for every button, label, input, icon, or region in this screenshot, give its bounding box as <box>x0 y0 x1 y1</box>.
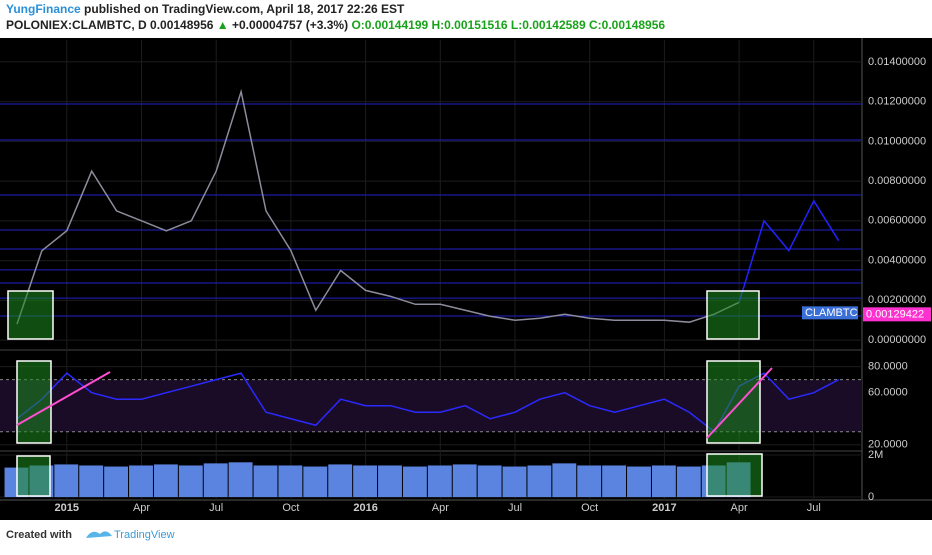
close: C:0.00148956 <box>589 18 665 32</box>
volume-bar <box>178 465 203 498</box>
volume-bar <box>427 465 452 498</box>
symbol: POLONIEX:CLAMBTC, D <box>6 18 147 32</box>
highlight-box <box>16 455 51 497</box>
last-price-box <box>863 307 931 322</box>
y-tick-label: 0.00000000 <box>868 334 926 346</box>
y-tick-label: 0.01400000 <box>868 56 926 68</box>
y-tick-label: 0.00600000 <box>868 215 926 227</box>
volume-bar <box>552 463 577 498</box>
volume-bar <box>477 465 502 498</box>
up-arrow: ▲ <box>217 18 229 32</box>
series-line <box>16 88 740 325</box>
volume-bar <box>502 466 527 498</box>
volume-bar <box>54 464 79 498</box>
volume-bar <box>452 464 477 498</box>
header-line-1: YungFinance published on TradingView.com… <box>6 2 405 16</box>
x-tick-label: Apr <box>432 502 449 514</box>
volume-bar <box>402 466 427 498</box>
symbol-tag-box <box>802 306 858 320</box>
series-line <box>16 372 840 433</box>
volume-bar <box>602 465 627 498</box>
y-tick-label: 20.0000 <box>868 439 908 451</box>
published: published on TradingView.com, April 18, … <box>84 2 405 16</box>
volume-bar <box>577 465 602 498</box>
volume-bar <box>129 465 153 498</box>
x-tick-label: Jul <box>807 502 821 514</box>
volume-bar <box>303 466 328 498</box>
header-line-2: POLONIEX:CLAMBTC, D 0.00148956 ▲ +0.0000… <box>6 18 665 32</box>
high: H:0.00151516 <box>432 18 508 32</box>
volume-bar <box>651 465 676 498</box>
highlight-box <box>7 290 54 340</box>
footer-created: Created with <box>6 529 72 541</box>
y-tick-label: 0.00800000 <box>868 175 926 187</box>
x-tick-label: Oct <box>581 502 598 514</box>
volume-bar <box>328 464 353 498</box>
last-price: 0.00129422 <box>866 308 924 320</box>
volume-bar <box>228 462 253 498</box>
volume-bar <box>203 463 228 498</box>
x-tick-label: Apr <box>133 502 150 514</box>
open: O:0.00144199 <box>351 18 428 32</box>
author[interactable]: YungFinance <box>6 2 81 16</box>
volume-bar <box>278 465 303 498</box>
y-tick-label: 0.01200000 <box>868 96 926 108</box>
y-tick-label: 80.0000 <box>868 361 908 373</box>
footer-brand[interactable]: TradingView <box>114 529 175 541</box>
volume-bar <box>253 465 278 498</box>
volume-bar <box>79 465 104 498</box>
y-tick-label: 60.0000 <box>868 387 908 399</box>
chart-area <box>0 38 932 520</box>
highlight-box <box>706 290 760 340</box>
y-tick-label: 0 <box>868 491 874 503</box>
symbol-tag: CLAMBTC <box>805 307 858 319</box>
change: +0.00004757 (+3.3%) <box>232 18 348 32</box>
y-tick-label: 0.00400000 <box>868 254 926 266</box>
price: 0.00148956 <box>150 18 214 32</box>
x-tick-label: 2017 <box>652 502 676 514</box>
tradingview-logo <box>86 531 112 538</box>
price-tags: CLAMBTC 0.00129422 <box>802 306 931 322</box>
volume-bar <box>104 466 129 498</box>
x-tick-label: Jul <box>508 502 522 514</box>
volume-bar <box>527 465 552 498</box>
x-tick-label: Jul <box>209 502 223 514</box>
y-tick-label: 0.00200000 <box>868 294 926 306</box>
series-line <box>738 199 840 303</box>
y-tick-label: 2M <box>868 449 883 461</box>
highlight-box <box>16 360 52 444</box>
volume-bar <box>353 465 378 498</box>
highlight-box <box>706 453 763 497</box>
volume-bar <box>676 466 701 498</box>
x-tick-label: 2016 <box>353 502 377 514</box>
volume-bar <box>153 464 178 498</box>
x-tick-label: 2015 <box>55 502 79 514</box>
low: L:0.00142589 <box>511 18 586 32</box>
x-tick-label: Oct <box>282 502 299 514</box>
trend-line <box>16 371 111 426</box>
trend-line <box>706 367 773 439</box>
y-tick-label: 0.01000000 <box>868 135 926 147</box>
volume-bar <box>378 465 402 498</box>
volume-bar <box>627 466 651 498</box>
x-tick-label: Apr <box>731 502 748 514</box>
